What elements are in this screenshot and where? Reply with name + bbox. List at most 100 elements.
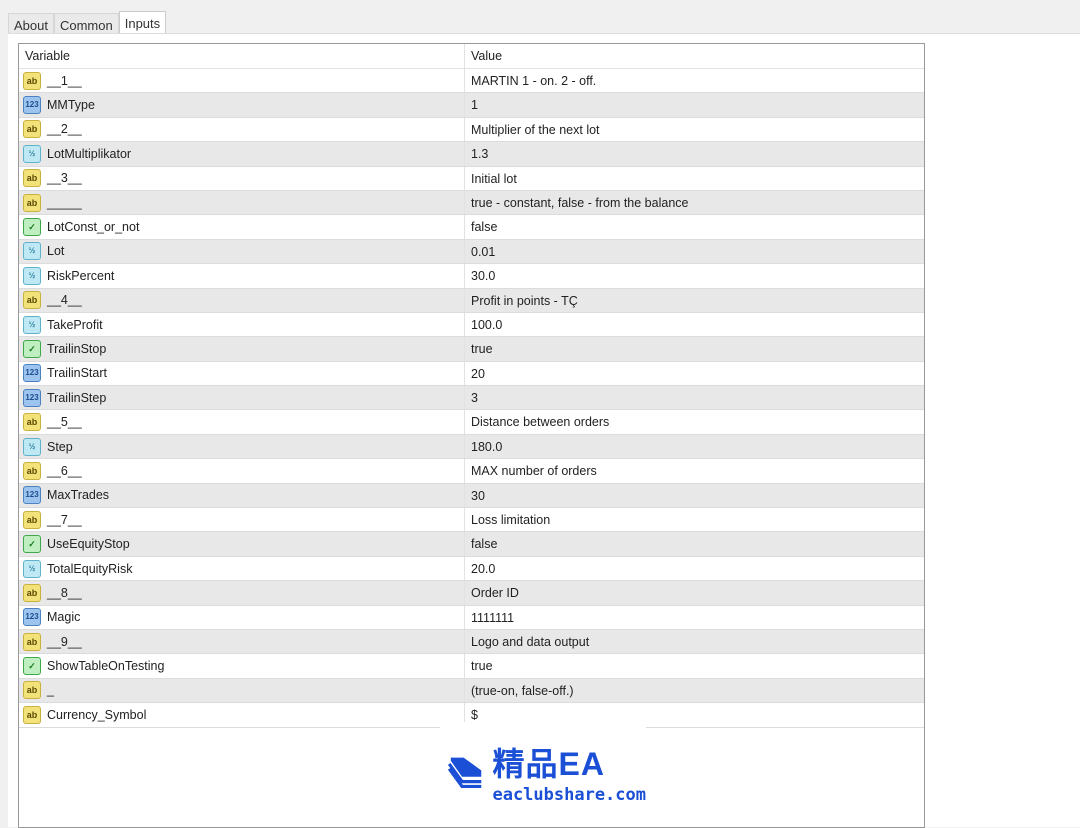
table-row[interactable]: 123 TrailinStep 3 [19,386,924,411]
bool-type-icon: ✓ [23,218,41,237]
table-row[interactable]: ab __4__ Profit in points - TÇ [19,288,924,313]
value-cell[interactable]: Logo and data output [471,634,590,649]
value-cell[interactable]: true [471,659,493,674]
table-row[interactable]: ab _ (true-on, false-off.) [19,678,924,704]
variable-cell: ab _ [19,678,465,703]
tab-bar: About Common Inputs [8,11,167,36]
table-row[interactable]: ✓ TrailinStop true [19,337,924,362]
variable-name: LotMultiplikator [47,146,132,161]
table-row[interactable]: ab __9__ Logo and data output [19,629,924,655]
variable-cell: ✓ ShowTableOnTesting [19,654,465,678]
variable-name: ShowTableOnTesting [47,659,165,674]
variable-cell: ab __4__ [19,288,465,312]
table-row[interactable]: ½ TotalEquityRisk 20.0 [19,556,924,582]
table-row[interactable]: ½ TakeProfit 100.0 [19,312,924,338]
double-type-icon: ½ [23,559,41,578]
variable-name: __5__ [47,415,82,430]
table-row[interactable]: 123 MaxTrades 30 [19,483,924,509]
value-cell[interactable]: false [471,537,498,552]
value-cell[interactable]: 100.0 [471,317,503,332]
variable-name: TrailinStart [47,366,107,381]
bool-type-icon: ✓ [23,657,41,676]
value-cell[interactable]: Multiplier of the next lot [471,122,600,137]
variable-cell: ab __3__ [19,166,465,190]
value-cell[interactable]: 30.0 [471,269,496,284]
variable-name: __1__ [47,73,82,88]
value-cell[interactable]: Initial lot [471,171,517,186]
table-row[interactable]: ✓ ShowTableOnTesting true [19,654,924,679]
table-row[interactable]: ½ Lot 0.01 [19,239,924,265]
value-cell[interactable]: 1 [471,98,478,113]
string-type-icon: ab [23,632,41,651]
string-type-icon: ab [23,291,41,310]
value-cell[interactable]: MARTIN 1 - on. 2 - off. [471,74,597,88]
variable-cell: ½ TotalEquityRisk [19,556,465,581]
value-cell[interactable]: 30 [471,488,485,503]
variable-cell: ½ RiskPercent [19,264,465,288]
value-cell[interactable]: Distance between orders [471,415,610,430]
string-type-icon: ab [23,681,41,700]
value-cell[interactable]: MAX number of orders [471,464,597,479]
table-row[interactable]: 123 TrailinStart 20 [19,361,924,387]
table-row[interactable]: 123 MMType 1 [19,93,924,118]
value-cell[interactable]: 3 [471,391,478,406]
table-row[interactable]: ab __5__ Distance between orders [19,410,924,435]
value-cell[interactable]: 20.0 [471,561,496,576]
table-row[interactable]: ab __3__ Initial lot [19,166,924,191]
variable-cell: ✓ LotConst_or_not [19,215,465,239]
table-row[interactable]: ½ LotMultiplikator 1.3 [19,142,924,167]
value-column-header[interactable]: Value [471,49,503,63]
double-type-icon: ½ [23,266,41,285]
variable-cell: 123 Magic [19,605,465,629]
int-type-icon: 123 [23,96,41,115]
string-type-icon: ab [23,120,41,139]
variable-cell: ab __7__ [19,508,465,532]
value-cell[interactable]: true - constant, false - from the balanc… [471,195,689,210]
variable-name: __9__ [47,634,82,649]
variable-cell: ab __5__ [19,410,465,434]
value-cell[interactable]: true [471,342,493,357]
table-row[interactable]: ab __1__ MARTIN 1 - on. 2 - off. [19,69,924,94]
table-row[interactable]: ab __8__ Order ID [19,581,924,606]
table-row[interactable]: ½ Step 180.0 [19,434,924,460]
value-cell[interactable]: $ [471,708,478,723]
table-row[interactable]: ½ RiskPercent 30.0 [19,264,924,289]
value-cell[interactable]: 180.0 [471,439,503,454]
watermark-url: eaclubshare.com [492,785,646,805]
book-stack-icon [447,757,482,789]
variable-cell: ab __9__ [19,629,465,654]
value-cell[interactable]: 20 [471,366,485,381]
value-cell[interactable]: false [471,220,498,235]
variable-cell: ½ LotMultiplikator [19,142,465,166]
variable-name: __3__ [47,171,82,186]
tab-common[interactable]: Common [53,13,119,33]
double-type-icon: ½ [23,144,41,163]
table-row[interactable]: ab __6__ MAX number of orders [19,459,924,484]
table-row[interactable]: ✓ LotConst_or_not false [19,215,924,240]
value-cell[interactable]: Order ID [471,586,519,601]
table-row[interactable]: ab __2__ Multiplier of the next lot [19,117,924,143]
variable-name: RiskPercent [47,268,115,283]
table-row[interactable]: ab _____ true - constant, false - from the… [19,190,924,216]
value-cell[interactable]: 0.01 [471,244,496,259]
table-row[interactable]: 123 Magic 1111111 [19,605,924,630]
table-row[interactable]: ab __7__ Loss limitation [19,508,924,533]
value-cell[interactable]: Profit in points - TÇ [471,293,578,308]
variable-cell: ab Currency_Symbol [19,703,465,727]
variable-name: LotConst_or_not [47,220,140,235]
variable-cell: ab __2__ [19,117,465,142]
int-type-icon: 123 [23,388,41,407]
value-cell[interactable]: (true-on, false-off.) [471,683,574,698]
tab-inputs[interactable]: Inputs [118,11,167,36]
string-type-icon: ab [23,510,41,529]
value-cell[interactable]: Loss limitation [471,513,551,528]
int-type-icon: 123 [23,608,41,627]
tab-about[interactable]: About [8,13,54,33]
variable-name: UseEquityStop [47,537,130,552]
value-cell[interactable]: 1.3 [471,147,489,162]
table-row[interactable]: ✓ UseEquityStop false [19,532,924,557]
value-cell[interactable]: 1111111 [471,610,515,625]
variable-cell: ab __1__ [19,69,465,93]
variable-column-header[interactable]: Variable [19,44,465,68]
variable-name: __8__ [47,585,82,600]
